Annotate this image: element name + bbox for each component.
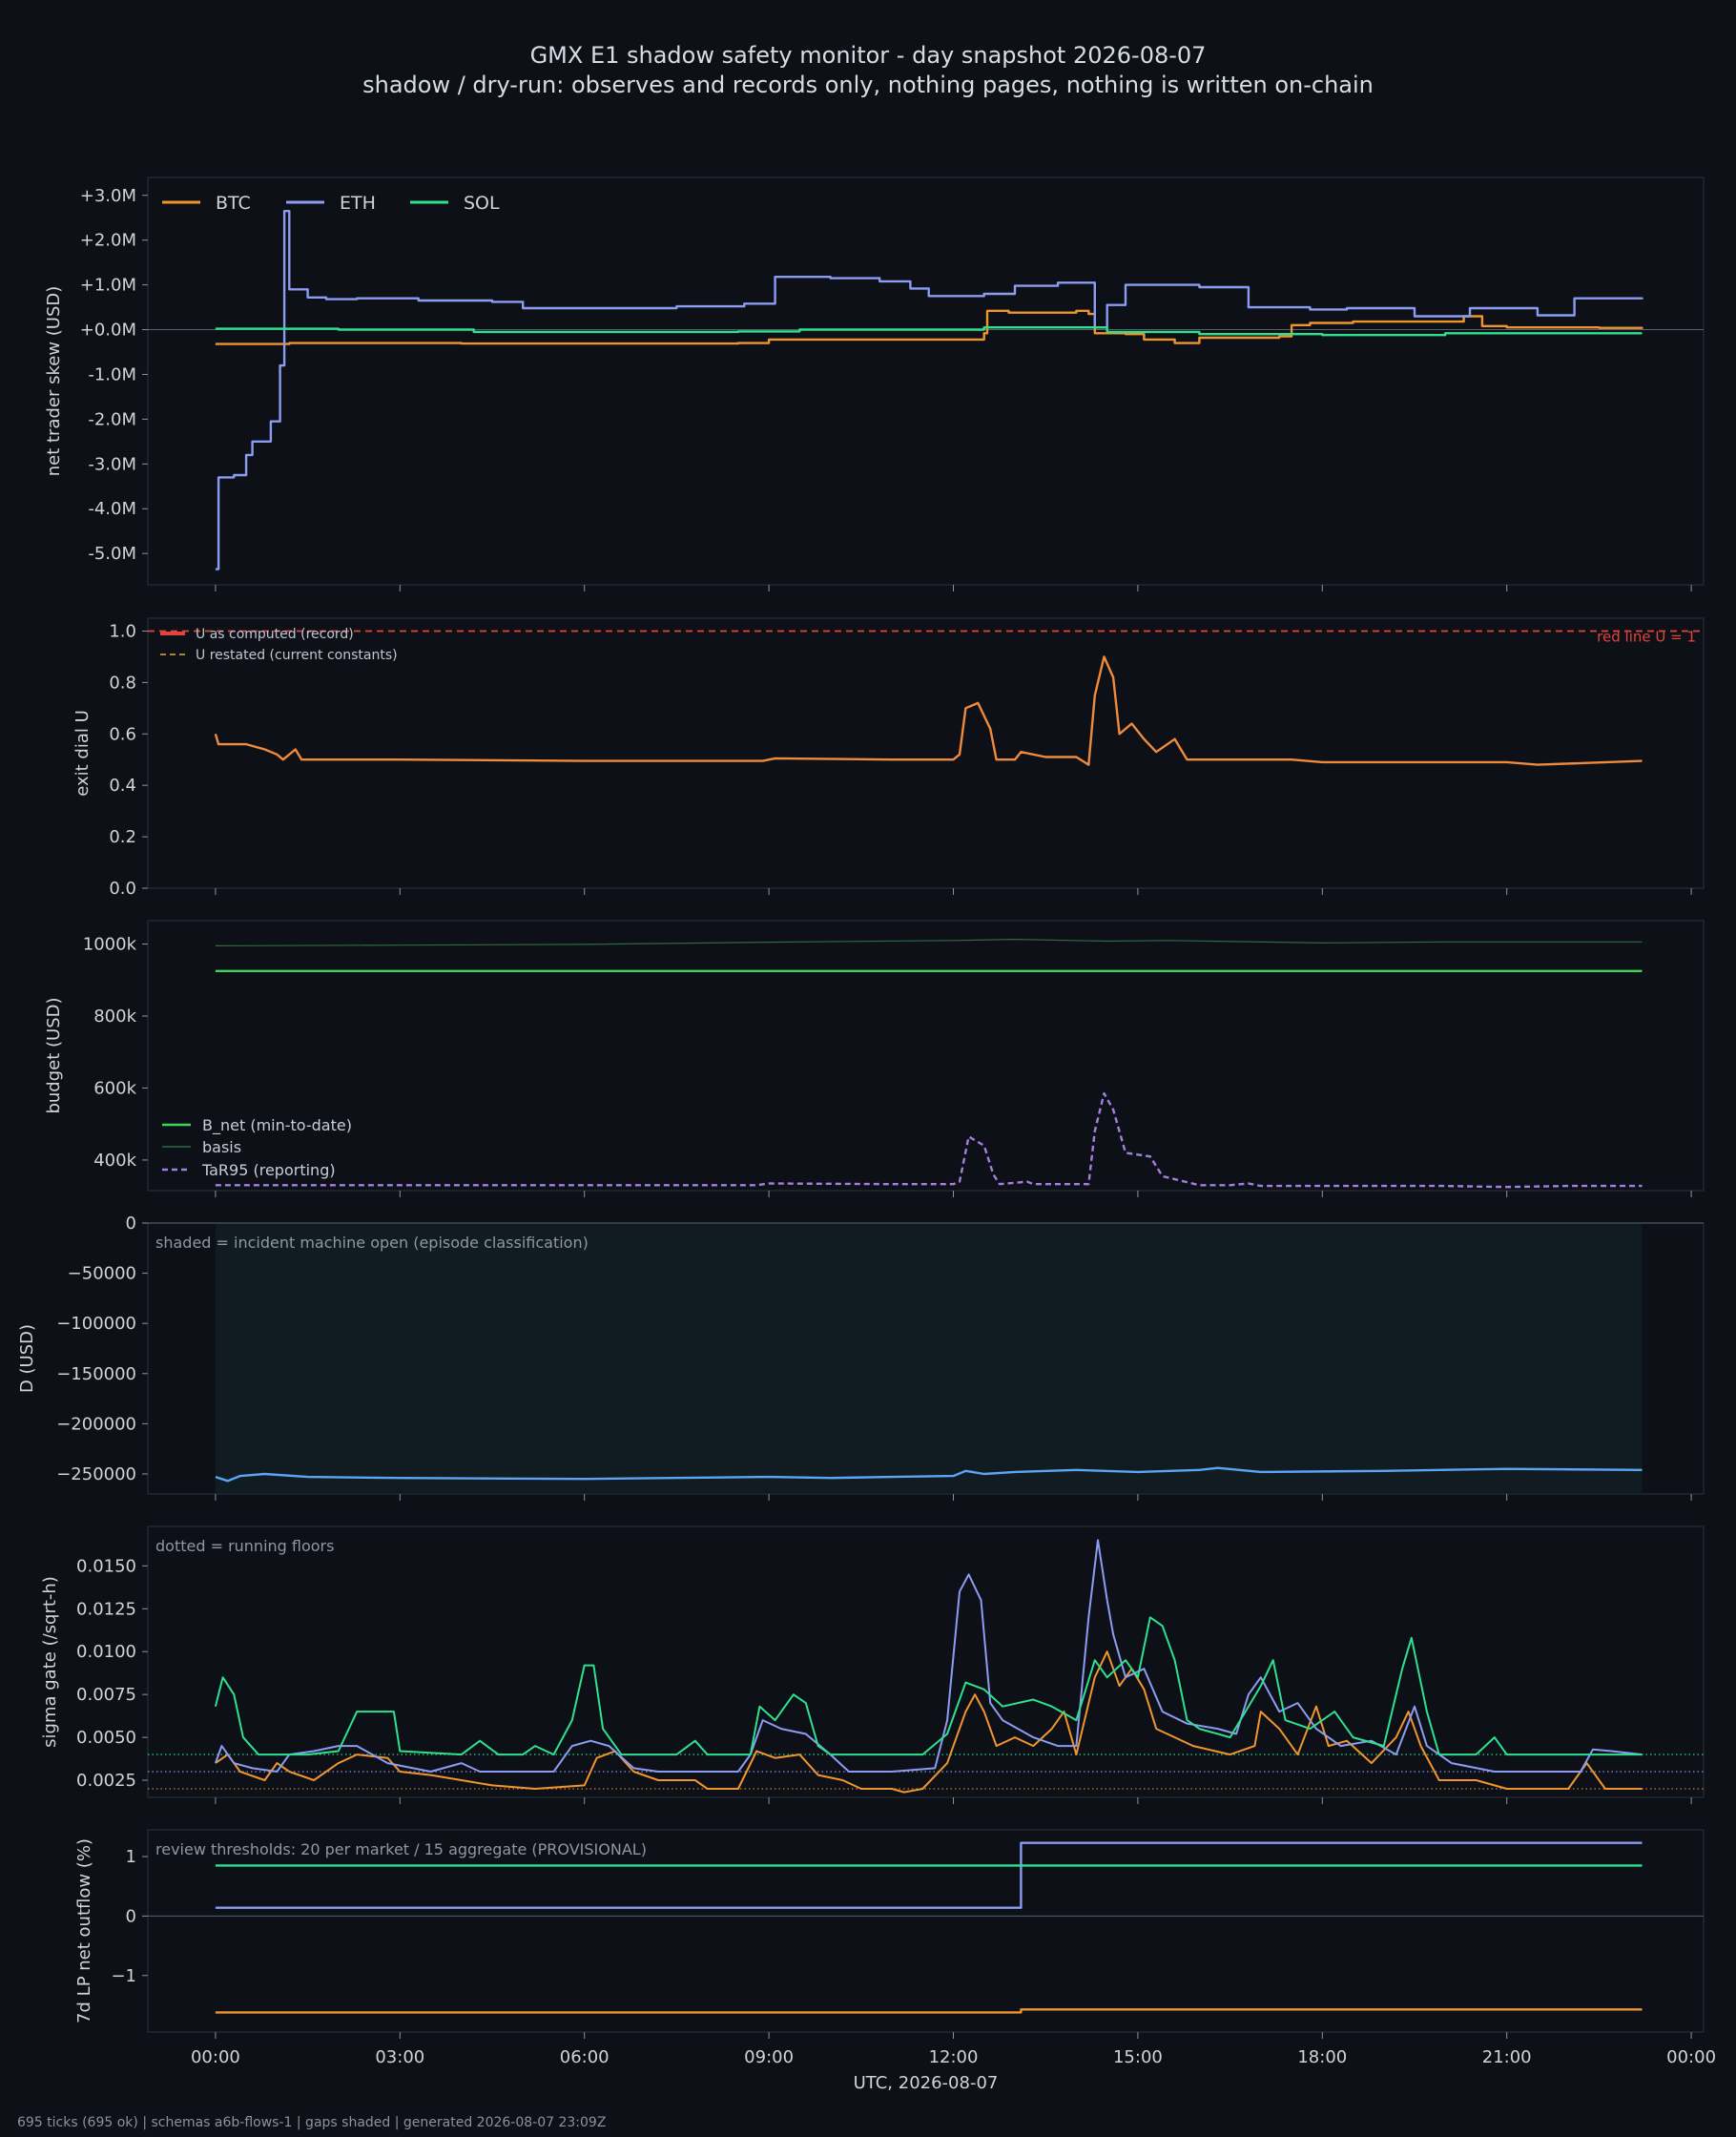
x-tick-label: 00:00 — [191, 2047, 240, 2067]
legend-label-u-restated: U restated (current constants) — [196, 648, 398, 663]
series-line-lp-outflow-btc — [215, 2008, 1643, 2014]
y-tick-label: 1.0 — [109, 621, 136, 641]
y-tick-label: 1 — [126, 1847, 136, 1867]
series-line-sigma-sol — [214, 1616, 1643, 1756]
series-line-sigma-btc — [215, 1650, 1643, 1794]
panel-annotation: review thresholds: 20 per market / 15 ag… — [155, 1840, 647, 1858]
y-axis-label: D (USD) — [17, 1324, 37, 1393]
panel-annotation: dotted = running floors — [155, 1537, 334, 1555]
chart-title: GMX E1 shadow safety monitor - day snaps… — [530, 42, 1207, 69]
chart-subtitle: shadow / dry-run: observes and records o… — [362, 72, 1374, 98]
y-tick-label: 0.2 — [109, 827, 136, 847]
series-line-skew-eth — [215, 210, 1643, 571]
legend-label-eth: ETH — [340, 193, 376, 214]
y-tick-label: -3.0M — [88, 454, 136, 474]
y-axis-label: sigma gate (/sqrt-h) — [40, 1576, 60, 1748]
series-line-budget-tar95-reporting- — [215, 1091, 1643, 1189]
panel-frame-sigma — [147, 1525, 1705, 1798]
y-tick-label: 0.8 — [109, 673, 136, 693]
x-tick-label: 00:00 — [1666, 2047, 1716, 2067]
y-tick-label: 0.0125 — [76, 1599, 136, 1619]
red-line-label: red line U = 1 — [1597, 628, 1696, 645]
y-tick-label: 0.0050 — [76, 1728, 136, 1748]
series-line-skew-sol — [215, 326, 1643, 337]
series-line-budget-basis — [215, 939, 1643, 946]
panel-frame-exit-dial — [147, 617, 1705, 889]
y-axis-label: net trader skew (USD) — [44, 286, 64, 477]
series-line-lp-outflow-eth — [215, 1841, 1643, 1909]
y-axis-label: 7d LP net outflow (%) — [74, 1838, 94, 2023]
y-tick-label: 0 — [126, 1214, 136, 1234]
y-axis-label: budget (USD) — [44, 997, 64, 1113]
y-tick-label: +1.0M — [80, 276, 136, 296]
legend-label-budget-1: basis — [202, 1138, 241, 1156]
y-tick-label: 0.4 — [109, 776, 136, 796]
y-tick-label: 400k — [93, 1151, 136, 1171]
footer-status: 695 ticks (695 ok) | schemas a6b-flows-1… — [17, 2115, 606, 2130]
panel-annotation: shaded = incident machine open (episode … — [155, 1234, 589, 1252]
series-line-sigma-eth — [214, 1539, 1643, 1773]
panel-frame-lp-outflow — [147, 1829, 1705, 2033]
y-tick-label: +0.0M — [80, 321, 136, 341]
y-tick-label: 0.0 — [109, 879, 136, 899]
legend-label-u-computed: U as computed (record) — [196, 627, 354, 642]
y-tick-label: −1 — [111, 1966, 136, 1986]
y-tick-label: -5.0M — [88, 544, 136, 564]
y-tick-label: -4.0M — [88, 499, 136, 519]
series-line-D-d — [215, 1466, 1643, 1483]
y-tick-label: −200000 — [56, 1414, 136, 1434]
panel-frame-skew — [147, 176, 1705, 586]
y-tick-label: +3.0M — [80, 186, 136, 206]
y-tick-label: 0.0075 — [76, 1685, 136, 1705]
x-tick-label: 03:00 — [375, 2047, 424, 2067]
incident-shade — [215, 1224, 1643, 1493]
y-tick-label: 600k — [93, 1078, 136, 1098]
x-tick-label: 21:00 — [1482, 2047, 1532, 2067]
series-line-exit-dial-u-restated-current-constants- — [214, 655, 1643, 766]
y-axis-label: exit dial U — [72, 710, 93, 797]
y-tick-label: -2.0M — [88, 409, 136, 429]
y-tick-label: 0.0150 — [76, 1556, 136, 1576]
legend-label-budget-0: B_net (min-to-date) — [202, 1116, 352, 1135]
y-tick-label: 0.0100 — [76, 1642, 136, 1662]
panels: +3.0M +2.0M +1.0M +0.0M -1.0M -2.0M -3.0M -4.0M… — [17, 176, 1716, 2093]
y-tick-label: 0 — [126, 1906, 136, 1926]
x-tick-label: 18:00 — [1297, 2047, 1347, 2067]
x-tick-label: 15:00 — [1113, 2047, 1163, 2067]
y-tick-label: 0.0025 — [76, 1771, 136, 1791]
x-tick-label: 09:00 — [744, 2047, 794, 2067]
y-tick-label: −250000 — [56, 1464, 136, 1484]
y-tick-label: 800k — [93, 1006, 136, 1027]
y-tick-label: 1000k — [83, 935, 137, 955]
x-tick-label: 12:00 — [929, 2047, 979, 2067]
legend-label-budget-2: TaR95 (reporting) — [201, 1161, 336, 1179]
x-axis-label: UTC, 2026-08-07 — [854, 2073, 999, 2093]
y-tick-label: −150000 — [56, 1364, 136, 1384]
y-tick-label: +2.0M — [80, 231, 136, 251]
legend-label-sol: SOL — [464, 193, 500, 214]
panel-frame-budget — [147, 920, 1705, 1192]
x-tick-label: 06:00 — [560, 2047, 610, 2067]
y-tick-label: −100000 — [56, 1314, 136, 1334]
y-tick-label: −50000 — [68, 1264, 136, 1284]
legend-label-btc: BTC — [216, 193, 251, 214]
y-tick-label: -1.0M — [88, 364, 136, 384]
y-tick-label: 0.6 — [109, 724, 136, 744]
